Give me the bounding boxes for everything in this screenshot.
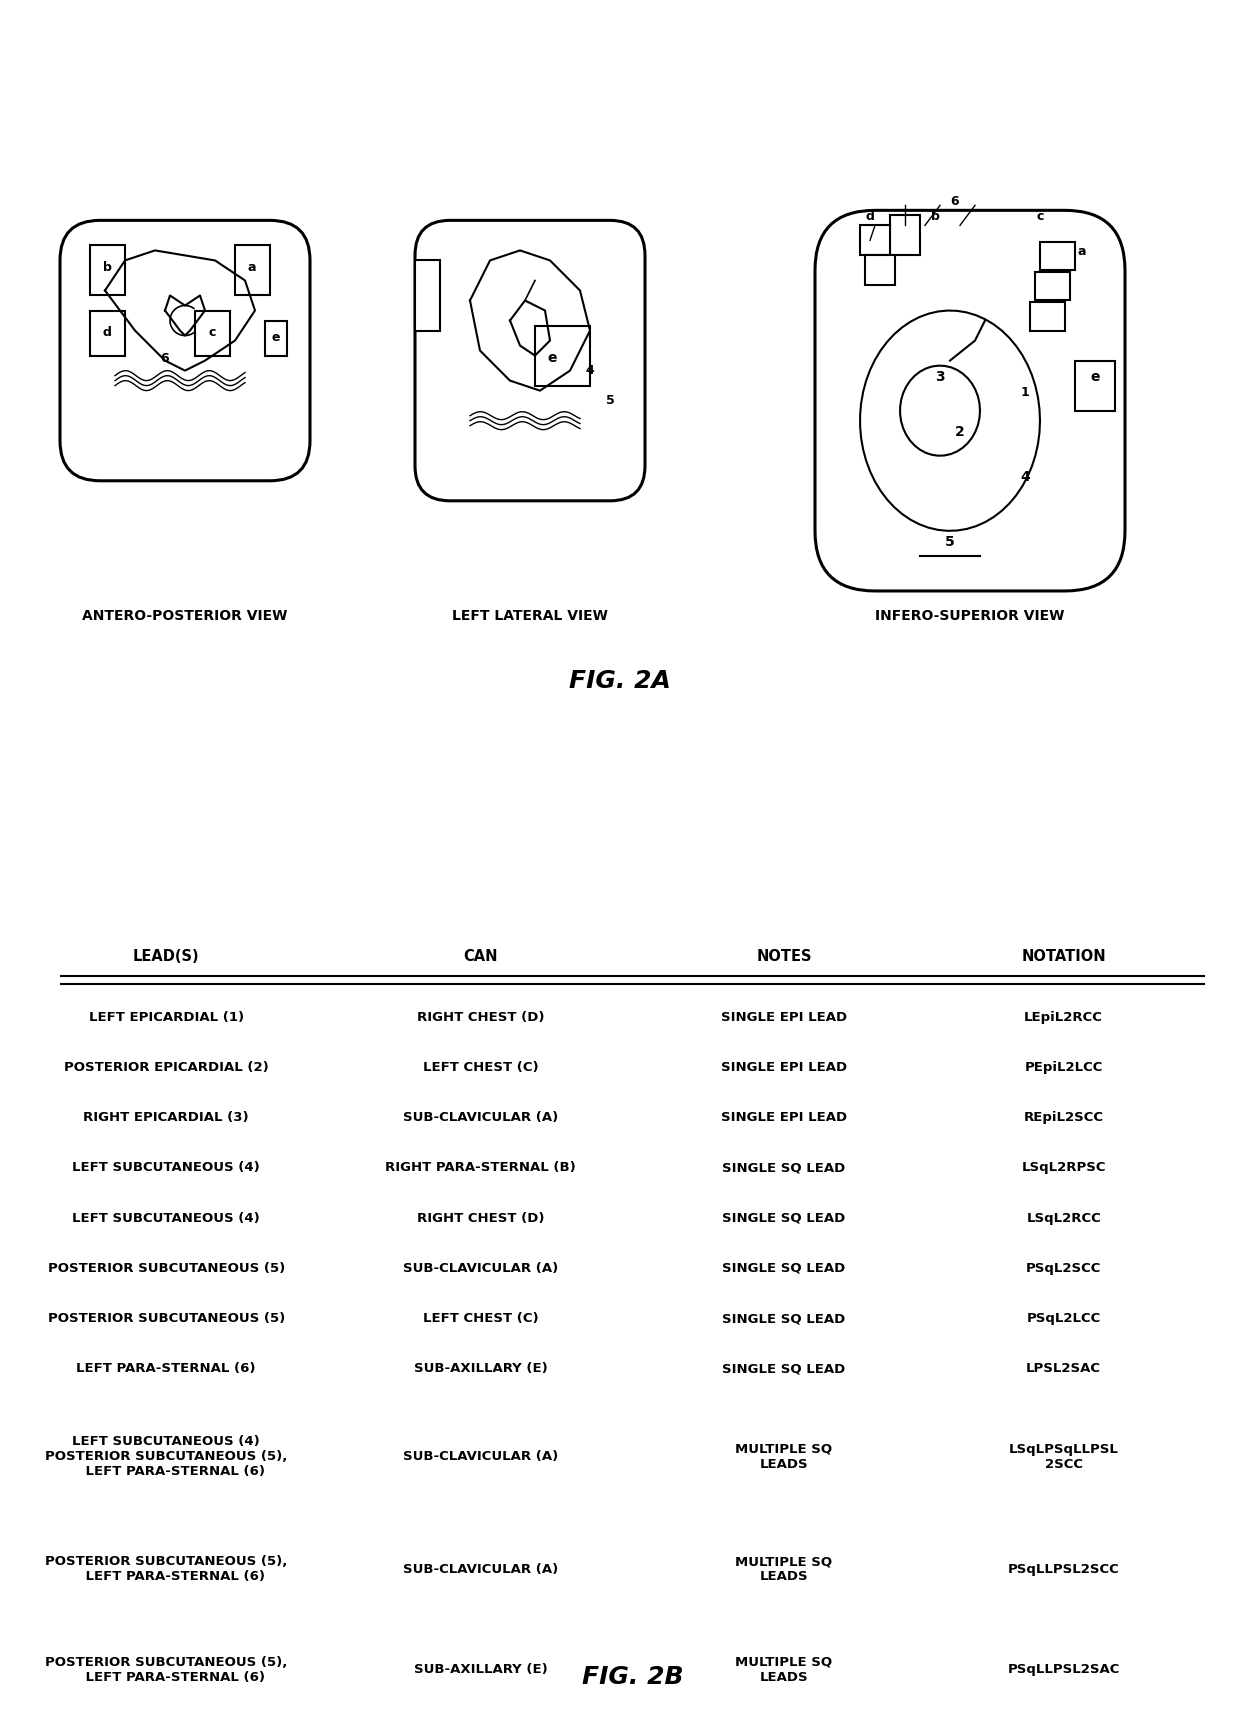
Text: SINGLE SQ LEAD: SINGLE SQ LEAD (723, 1361, 846, 1375)
Text: d: d (866, 210, 874, 223)
Text: 5: 5 (605, 395, 614, 407)
Text: LEFT EPICARDIAL (1): LEFT EPICARDIAL (1) (88, 1011, 244, 1024)
Bar (890, 215, 920, 255)
Text: SINGLE EPI LEAD: SINGLE EPI LEAD (720, 1062, 847, 1074)
Text: b: b (103, 262, 112, 274)
Text: SINGLE EPI LEAD: SINGLE EPI LEAD (720, 1011, 847, 1024)
Bar (415, 260, 440, 331)
Text: RIGHT CHEST (D): RIGHT CHEST (D) (417, 1011, 544, 1024)
Text: CAN: CAN (464, 949, 498, 965)
FancyBboxPatch shape (415, 220, 645, 501)
Text: SINGLE SQ LEAD: SINGLE SQ LEAD (723, 1162, 846, 1174)
Text: POSTERIOR SUBCUTANEOUS (5): POSTERIOR SUBCUTANEOUS (5) (47, 1263, 285, 1275)
Text: SINGLE SQ LEAD: SINGLE SQ LEAD (723, 1313, 846, 1325)
Text: 5: 5 (945, 535, 955, 549)
Text: LEFT LATERAL VIEW: LEFT LATERAL VIEW (453, 610, 608, 624)
Text: SUB-AXILLARY (E): SUB-AXILLARY (E) (414, 1361, 548, 1375)
Text: POSTERIOR SUBCUTANEOUS (5),
    LEFT PARA-STERNAL (6): POSTERIOR SUBCUTANEOUS (5), LEFT PARA-ST… (45, 1656, 288, 1684)
Text: SUB-CLAVICULAR (A): SUB-CLAVICULAR (A) (403, 1562, 558, 1576)
Text: SINGLE SQ LEAD: SINGLE SQ LEAD (723, 1212, 846, 1225)
Text: PEpiL2LCC: PEpiL2LCC (1024, 1062, 1102, 1074)
Text: LSqLPSqLLPSL
2SCC: LSqLPSqLLPSL 2SCC (1008, 1443, 1118, 1470)
Text: 1: 1 (1021, 386, 1029, 398)
Text: e: e (1090, 369, 1100, 383)
Bar (1075, 360, 1115, 410)
Text: c: c (1037, 210, 1044, 223)
Bar (534, 326, 590, 386)
Text: INFERO-SUPERIOR VIEW: INFERO-SUPERIOR VIEW (875, 610, 1065, 624)
Text: 3: 3 (935, 369, 945, 383)
Text: PSqL2SCC: PSqL2SCC (1025, 1263, 1101, 1275)
Text: PSqL2LCC: PSqL2LCC (1027, 1313, 1101, 1325)
Text: 2: 2 (955, 424, 965, 438)
Text: SINGLE EPI LEAD: SINGLE EPI LEAD (720, 1112, 847, 1124)
Text: RIGHT CHEST (D): RIGHT CHEST (D) (417, 1212, 544, 1225)
Text: SINGLE SQ LEAD: SINGLE SQ LEAD (723, 1263, 846, 1275)
Text: 4: 4 (585, 364, 594, 378)
Text: LEFT PARA-STERNAL (6): LEFT PARA-STERNAL (6) (77, 1361, 255, 1375)
Text: a: a (1078, 246, 1086, 258)
Text: 6: 6 (161, 352, 170, 365)
Text: e: e (547, 350, 557, 364)
Text: LEFT CHEST (C): LEFT CHEST (C) (423, 1313, 538, 1325)
Bar (866, 255, 895, 286)
Text: LSqL2RCC: LSqL2RCC (1027, 1212, 1101, 1225)
Text: LEFT SUBCUTANEOUS (4)
POSTERIOR SUBCUTANEOUS (5),
    LEFT PARA-STERNAL (6): LEFT SUBCUTANEOUS (4) POSTERIOR SUBCUTAN… (45, 1436, 288, 1477)
Text: POSTERIOR SUBCUTANEOUS (5),
    LEFT PARA-STERNAL (6): POSTERIOR SUBCUTANEOUS (5), LEFT PARA-ST… (45, 1555, 288, 1583)
Text: SUB-CLAVICULAR (A): SUB-CLAVICULAR (A) (403, 1450, 558, 1464)
Bar (1040, 242, 1075, 270)
Text: MULTIPLE SQ
LEADS: MULTIPLE SQ LEADS (735, 1656, 832, 1684)
Bar (1035, 272, 1070, 300)
Text: SUB-CLAVICULAR (A): SUB-CLAVICULAR (A) (403, 1112, 558, 1124)
Text: 6: 6 (951, 196, 960, 208)
Text: a: a (248, 262, 257, 274)
Text: LEFT SUBCUTANEOUS (4): LEFT SUBCUTANEOUS (4) (72, 1162, 260, 1174)
Text: LEFT CHEST (C): LEFT CHEST (C) (423, 1062, 538, 1074)
Bar (1030, 303, 1065, 331)
Text: LEAD(S): LEAD(S) (133, 949, 200, 965)
Text: LSqL2RPSC: LSqL2RPSC (1022, 1162, 1106, 1174)
Text: PSqLLPSL2SAC: PSqLLPSL2SAC (1007, 1663, 1120, 1677)
FancyBboxPatch shape (815, 210, 1125, 591)
Text: RIGHT EPICARDIAL (3): RIGHT EPICARDIAL (3) (83, 1112, 249, 1124)
Text: REpiL2SCC: REpiL2SCC (1024, 1112, 1104, 1124)
Text: MULTIPLE SQ
LEADS: MULTIPLE SQ LEADS (735, 1555, 832, 1583)
Text: SUB-AXILLARY (E): SUB-AXILLARY (E) (414, 1663, 548, 1677)
Bar (236, 246, 270, 296)
Text: RIGHT PARA-STERNAL (B): RIGHT PARA-STERNAL (B) (386, 1162, 577, 1174)
Bar (265, 320, 286, 355)
Text: LEFT SUBCUTANEOUS (4): LEFT SUBCUTANEOUS (4) (72, 1212, 260, 1225)
Text: PSqLLPSL2SCC: PSqLLPSL2SCC (1008, 1562, 1120, 1576)
Bar (861, 225, 890, 255)
Text: c: c (208, 326, 216, 339)
Text: d: d (103, 326, 112, 339)
Text: NOTATION: NOTATION (1022, 949, 1106, 965)
Text: LPSL2SAC: LPSL2SAC (1027, 1361, 1101, 1375)
Text: e: e (272, 331, 280, 345)
Text: MULTIPLE SQ
LEADS: MULTIPLE SQ LEADS (735, 1443, 832, 1470)
Text: LEpiL2RCC: LEpiL2RCC (1024, 1011, 1104, 1024)
Text: SUB-CLAVICULAR (A): SUB-CLAVICULAR (A) (403, 1263, 558, 1275)
Text: FIG. 2A: FIG. 2A (569, 669, 671, 693)
Text: POSTERIOR SUBCUTANEOUS (5): POSTERIOR SUBCUTANEOUS (5) (47, 1313, 285, 1325)
Text: ANTERO-POSTERIOR VIEW: ANTERO-POSTERIOR VIEW (82, 610, 288, 624)
FancyBboxPatch shape (60, 220, 310, 481)
Bar (91, 310, 125, 355)
Text: NOTES: NOTES (756, 949, 812, 965)
Text: 4: 4 (1021, 469, 1030, 483)
Bar (91, 246, 125, 296)
Text: FIG. 2B: FIG. 2B (582, 1666, 683, 1689)
Text: b: b (930, 210, 940, 223)
Bar (195, 310, 229, 355)
Text: POSTERIOR EPICARDIAL (2): POSTERIOR EPICARDIAL (2) (63, 1062, 269, 1074)
